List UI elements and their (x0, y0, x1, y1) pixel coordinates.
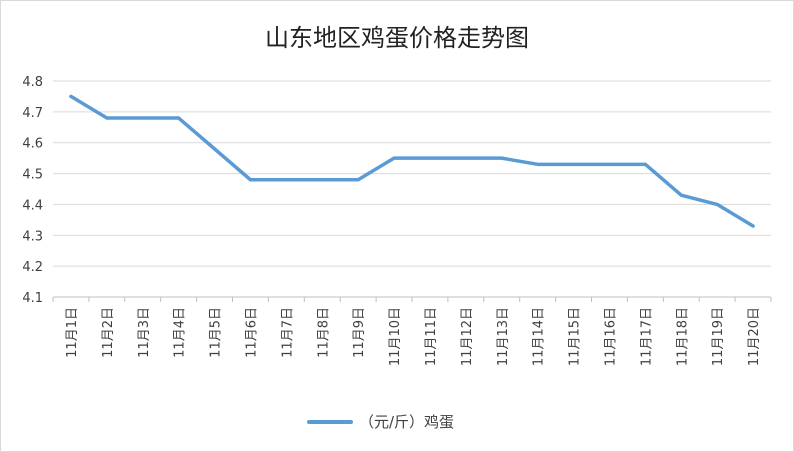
x-tick-label: 11月8日 (316, 307, 331, 358)
x-tick-label: 11月11日 (424, 307, 439, 366)
data-point (392, 156, 396, 160)
data-point (69, 94, 73, 98)
x-tick-label: 11月12日 (460, 307, 475, 366)
y-tick-label: 4.2 (22, 260, 43, 275)
series-layer (69, 94, 755, 228)
y-tick-label: 4.6 (22, 137, 43, 152)
y-tick-label: 4.4 (22, 198, 43, 213)
data-point (248, 178, 252, 182)
x-tick-label: 11月3日 (137, 307, 152, 358)
gridlines (53, 80, 771, 298)
legend[interactable]: （元/斤）鸡蛋 (307, 413, 454, 431)
x-tick-label: 11月16日 (603, 307, 618, 366)
x-tick-label: 11月13日 (496, 307, 511, 366)
y-tick-label: 4.3 (22, 229, 43, 244)
x-axis (52, 296, 772, 302)
x-axis-ticks: 11月1日 11月2日 11月3日 11月4日 11月5日 11月6日 11月7日 11月8日… (65, 307, 762, 366)
data-point (715, 202, 719, 206)
data-point (213, 147, 217, 151)
x-tick-label: 11月5日 (209, 307, 224, 358)
data-point (679, 193, 683, 197)
data-point (572, 162, 576, 166)
data-point (428, 156, 432, 160)
data-point (500, 156, 504, 160)
x-tick-label: 11月20日 (747, 307, 762, 366)
x-tick-label: 11月19日 (711, 307, 726, 366)
data-point (356, 178, 360, 182)
x-tick-label: 11月4日 (173, 307, 188, 358)
data-point (105, 116, 109, 120)
y-tick-label: 4.8 (22, 75, 43, 90)
x-tick-label: 11月10日 (388, 307, 403, 366)
x-tick-label: 11月9日 (352, 307, 367, 358)
data-point (320, 178, 324, 182)
data-point (141, 116, 145, 120)
x-tick-label: 11月6日 (244, 307, 259, 358)
chart-title: 山东地区鸡蛋价格走势图 (265, 24, 529, 52)
legend-label: （元/斤）鸡蛋 (359, 413, 454, 431)
data-point (177, 116, 181, 120)
y-tick-label: 4.7 (22, 106, 43, 121)
x-tick-label: 11月17日 (639, 307, 654, 366)
x-tick-label: 11月7日 (280, 307, 295, 358)
x-tick-label: 11月18日 (675, 307, 690, 366)
data-point (284, 178, 288, 182)
y-tick-label: 4.5 (22, 168, 43, 183)
data-point (643, 162, 647, 166)
data-point (751, 224, 755, 228)
x-tick-label: 11月14日 (532, 307, 547, 366)
data-point (536, 162, 540, 166)
y-axis-ticks: 4.1 4.2 4.3 4.4 4.5 4.6 4.7 4.8 (22, 75, 43, 306)
x-tick-label: 11月1日 (65, 307, 80, 358)
y-tick-label: 4.1 (22, 291, 43, 306)
x-tick-label: 11月2日 (101, 307, 116, 358)
data-point (607, 162, 611, 166)
series-line (69, 94, 755, 228)
data-point (464, 156, 468, 160)
x-tick-label: 11月15日 (568, 307, 583, 366)
